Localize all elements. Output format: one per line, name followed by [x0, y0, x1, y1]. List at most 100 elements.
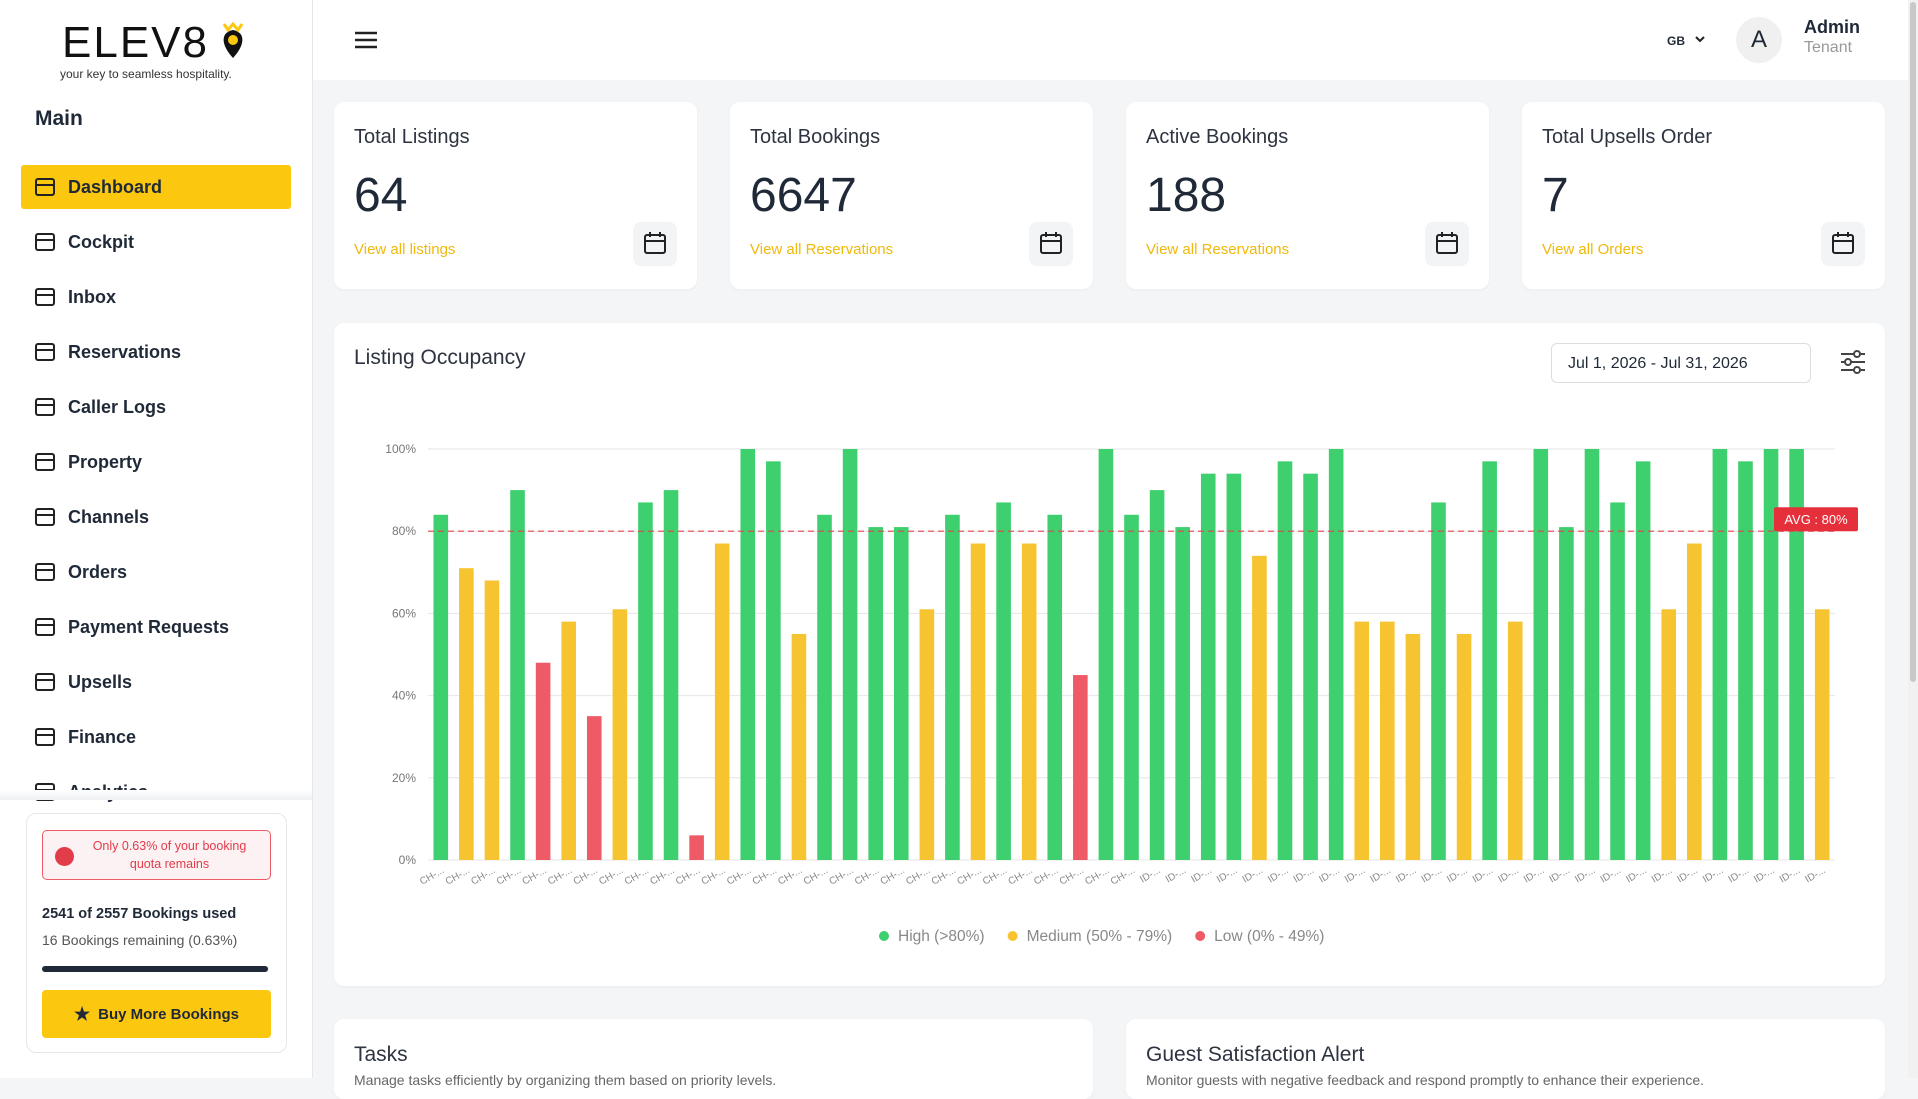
x-tick-label: ID-...	[1292, 865, 1316, 885]
x-tick-label: CH-...	[1083, 865, 1111, 888]
menu-button[interactable]	[354, 30, 378, 50]
bar	[1073, 675, 1088, 860]
x-tick-label: CH-...	[1058, 865, 1086, 888]
y-tick-label: 20%	[392, 771, 416, 785]
x-tick-label: CH-...	[904, 865, 932, 888]
x-tick-label: ID-...	[1701, 865, 1725, 885]
filter-button[interactable]	[1840, 349, 1866, 375]
nav-icon	[35, 343, 55, 361]
bar	[663, 490, 679, 860]
nav-item[interactable]: Channels	[21, 495, 291, 539]
x-tick-label: ID-...	[1548, 865, 1572, 885]
bar	[638, 502, 653, 860]
y-tick-label: 100%	[385, 442, 416, 456]
user-name: Admin	[1804, 17, 1860, 37]
x-tick-label: CH-...	[725, 865, 753, 888]
divider	[0, 790, 312, 800]
stat-link[interactable]: View all Reservations	[1146, 241, 1290, 258]
stat-card: Active Bookings 188 View all Reservations	[1126, 102, 1489, 289]
x-tick-label: CH-...	[853, 865, 881, 888]
panel-text: Manage tasks efficiently by organizing t…	[354, 1072, 777, 1088]
x-tick-label: ID-...	[1189, 865, 1213, 885]
bar	[1507, 621, 1523, 860]
x-tick-label: CH-...	[444, 865, 472, 888]
date-picker[interactable]: Jul 1, 2026 - Jul 31, 2026	[1551, 343, 1811, 383]
nav-item[interactable]: Finance	[21, 715, 291, 759]
chart-title: Listing Occupancy	[354, 346, 526, 369]
stat-link[interactable]: View all Orders	[1542, 241, 1644, 258]
nav-item[interactable]: Cockpit	[21, 220, 291, 264]
bar	[1814, 609, 1830, 860]
x-tick-label: CH-...	[802, 865, 830, 888]
occupancy-card: Listing Occupancy Jul 1, 2026 - Jul 31, …	[334, 323, 1885, 986]
bar	[1482, 461, 1497, 860]
panel: Tasks Manage tasks efficiently by organiz…	[334, 1019, 1093, 1099]
bar	[1252, 555, 1267, 860]
x-tick-label: ID-...	[1727, 865, 1751, 885]
logo: ELEV8	[62, 18, 209, 67]
bar	[484, 580, 500, 860]
bar	[1328, 449, 1344, 860]
x-tick-label: CH-...	[1007, 865, 1035, 888]
nav-item[interactable]: Orders	[21, 550, 291, 594]
x-tick-label: ID-...	[1599, 865, 1623, 885]
stat-link[interactable]: View all listings	[354, 241, 456, 258]
bar	[1712, 449, 1728, 860]
y-tick-label: 60%	[392, 606, 416, 620]
nav-icon	[35, 563, 55, 581]
x-tick-label: ID-...	[1215, 865, 1239, 885]
bar	[1738, 461, 1753, 860]
x-tick-label: CH-...	[776, 865, 804, 888]
bar	[1789, 449, 1804, 860]
nav-item[interactable]: Reservations	[21, 330, 291, 374]
chart: 0%20%40%60%80%100%CH-...CH-...CH-...CH-.…	[385, 442, 1858, 945]
nav-heading: Main	[35, 107, 83, 130]
bar	[1661, 609, 1677, 860]
bar	[535, 662, 551, 860]
legend-marker	[1007, 931, 1018, 941]
x-tick-label: ID-...	[1676, 865, 1700, 885]
panel: Guest Satisfaction Alert Monitor guests w…	[1126, 1019, 1885, 1099]
stat-icon	[1821, 222, 1865, 266]
nav-item[interactable]: Caller Logs	[21, 385, 291, 429]
x-tick-label: CH-...	[623, 865, 651, 888]
panel-text: Monitor guests with negative feedback an…	[1146, 1072, 1705, 1088]
x-tick-label: CH-...	[597, 865, 625, 888]
stat-link[interactable]: View all Reservations	[750, 241, 894, 258]
bar	[510, 490, 525, 860]
bar	[919, 609, 935, 860]
avatar[interactable]: A	[1736, 17, 1782, 63]
stat-title: Total Bookings	[750, 126, 881, 148]
bar	[586, 716, 602, 860]
bar	[714, 543, 730, 860]
language[interactable]: GB	[1667, 34, 1685, 48]
user-role: Tenant	[1804, 39, 1853, 56]
buy-button[interactable]: ★ Buy More Bookings	[42, 990, 271, 1038]
legend-label: Low (0% - 49%)	[1214, 928, 1324, 945]
nav-item[interactable]: Inbox	[21, 275, 291, 319]
x-tick-label: ID-...	[1573, 865, 1597, 885]
x-tick-label: CH-...	[418, 865, 446, 888]
quota-remaining: 16 Bookings remaining (0.63%)	[42, 932, 238, 948]
bar	[1303, 473, 1318, 860]
nav-item[interactable]: Upsells	[21, 660, 291, 704]
x-tick-label: ID-...	[1522, 865, 1546, 885]
bar	[1021, 543, 1037, 860]
bar	[842, 449, 858, 860]
x-tick-label: ID-...	[1138, 865, 1162, 885]
quota-box: Only 0.63% of your booking quota remains…	[26, 813, 287, 1053]
bar	[791, 633, 807, 860]
nav-icon	[35, 178, 55, 196]
nav-item[interactable]: Dashboard	[21, 165, 291, 209]
bar	[1405, 633, 1421, 860]
x-tick-label: ID-...	[1471, 865, 1495, 885]
x-tick-label: CH-...	[930, 865, 958, 888]
nav-item[interactable]: Property	[21, 440, 291, 484]
x-tick-label: CH-...	[495, 865, 523, 888]
y-tick-label: 0%	[399, 853, 417, 867]
nav-icon	[35, 398, 55, 416]
bar	[1149, 490, 1165, 860]
stat-value: 64	[354, 169, 408, 222]
x-tick-label: ID-...	[1343, 865, 1367, 885]
nav-item[interactable]: Payment Requests	[21, 605, 291, 649]
